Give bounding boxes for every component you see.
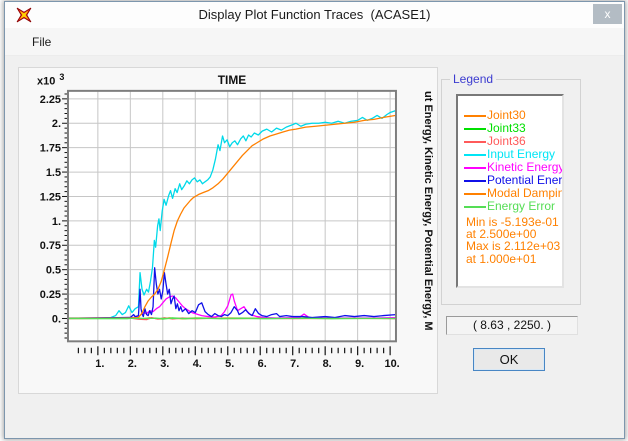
x-axis-tick-label: 9. — [355, 358, 364, 370]
legend-line-swatch — [464, 179, 486, 182]
legend-entry-label: Joint33 — [487, 121, 526, 135]
plot-background — [67, 90, 396, 342]
legend-stat-line: at 2.500e+00 — [466, 227, 537, 242]
legend-entry: Potential Energy — [458, 174, 562, 187]
title-bar[interactable]: Display Plot Function Traces (ACASE1) x — [5, 2, 624, 28]
y-axis-right-label: ut Energy, Kinetic Energy, Potential Ene… — [422, 91, 434, 331]
menu-bar: File — [5, 28, 624, 56]
legend-entry: Joint30 — [458, 109, 562, 122]
x-axis-tick-label: 3. — [160, 358, 169, 370]
x-axis-tick-label: 5. — [225, 358, 234, 370]
x-axis-tick-label: 2. — [128, 358, 137, 370]
y-axis-tick-label: 0.25 — [40, 289, 61, 301]
legend-entry: Input Energy — [458, 148, 562, 161]
legend-entry-label: Joint30 — [487, 108, 526, 122]
legend-stat-line: Min is -5.193e-01 — [466, 215, 559, 229]
legend-line-swatch — [464, 140, 486, 143]
legend-stat-line: at 1.000e+01 — [466, 251, 537, 266]
legend-entry-label: Joint36 — [487, 134, 526, 148]
legend-stat-line: Max is 2.112e+03 — [466, 239, 561, 254]
y-axis-tick-label: 2.25 — [40, 94, 61, 106]
legend-line-swatch — [464, 205, 486, 208]
y-axis-tick-label: 1.5 — [46, 167, 61, 179]
legend-entry: Kinetic Energy — [458, 161, 562, 174]
y-axis-tick-label: 1.25 — [40, 191, 61, 203]
x-axis-tick-label: 8. — [323, 358, 332, 370]
legend-entries: Joint30 Joint33 Joint36 Input Energy Kinetic… — [458, 109, 562, 213]
y-axis-tick-label: 0.5 — [46, 265, 61, 277]
series-line-potential-energy — [67, 267, 396, 319]
cursor-coordinate-readout: ( 8.63 , 2250. ) — [446, 316, 578, 335]
app-icon — [16, 7, 32, 23]
legend-groupbox: Legend Joint30 Joint33 Joint36 Input Energy… — [441, 72, 581, 305]
y-axis-multiplier: x10 3 — [37, 72, 65, 88]
legend-entry-label: Kinetic Energy — [487, 160, 564, 174]
legend-entry: Joint36 — [458, 135, 562, 148]
legend-line-swatch — [464, 166, 486, 169]
chart-title: TIME — [218, 73, 246, 87]
y-axis-tick-label: 0. — [52, 313, 61, 325]
series-line-input-energy — [67, 109, 396, 319]
series-line-modal-damping — [67, 114, 396, 319]
legend-line-swatch — [464, 114, 486, 117]
legend-entry-label: Modal Damping — [487, 186, 564, 200]
y-axis-tick-label: 1.75 — [40, 143, 61, 155]
x-axis-tick-label: 7. — [290, 358, 299, 370]
legend-entry-label: Energy Error — [487, 199, 556, 213]
legend-entry-label: Input Energy — [487, 147, 556, 161]
legend-line-swatch — [464, 192, 486, 195]
legend-list-box: Joint30 Joint33 Joint36 Input Energy Kinetic… — [456, 94, 564, 288]
dialog-window: Display Plot Function Traces (ACASE1) x … — [4, 1, 625, 439]
x-axis-tick-label: 6. — [258, 358, 267, 370]
legend-entry: Joint33 — [458, 122, 562, 135]
legend-title: Legend — [450, 72, 497, 86]
legend-entry: Modal Damping — [458, 187, 562, 200]
menu-item-file[interactable]: File — [32, 35, 52, 49]
legend-entry-label: Potential Energy — [487, 173, 563, 187]
close-button[interactable]: x — [593, 4, 622, 24]
x-axis-tick-label: 10. — [385, 358, 400, 370]
x-axis-tick-label: 1. — [95, 358, 104, 370]
legend-minmax-stats: Min is -5.193e-01 at 2.500e+00 Max is 2.11… — [466, 216, 560, 265]
plot-panel: 0. 0.25 0.5 0.75 1. 1.25 1.5 1.75 2. 2.25 1. 2. 3. 4.… — [18, 67, 438, 394]
legend-line-swatch — [464, 153, 486, 156]
legend-entry: Energy Error — [458, 200, 562, 213]
legend-line-swatch — [464, 127, 486, 130]
window-title: Display Plot Function Traces (ACASE1) — [198, 7, 431, 22]
plot-frame — [66, 89, 397, 343]
plot-canvas[interactable]: 0. 0.25 0.5 0.75 1. 1.25 1.5 1.75 2. 2.25 1. 2. 3. 4.… — [19, 68, 437, 393]
ok-button[interactable]: OK — [473, 348, 545, 371]
y-axis-tick-label: 0.75 — [40, 240, 61, 252]
y-axis-tick-label: 2. — [52, 118, 61, 130]
y-axis-tick-label: 1. — [52, 216, 61, 228]
x-axis-tick-label: 4. — [193, 358, 202, 370]
